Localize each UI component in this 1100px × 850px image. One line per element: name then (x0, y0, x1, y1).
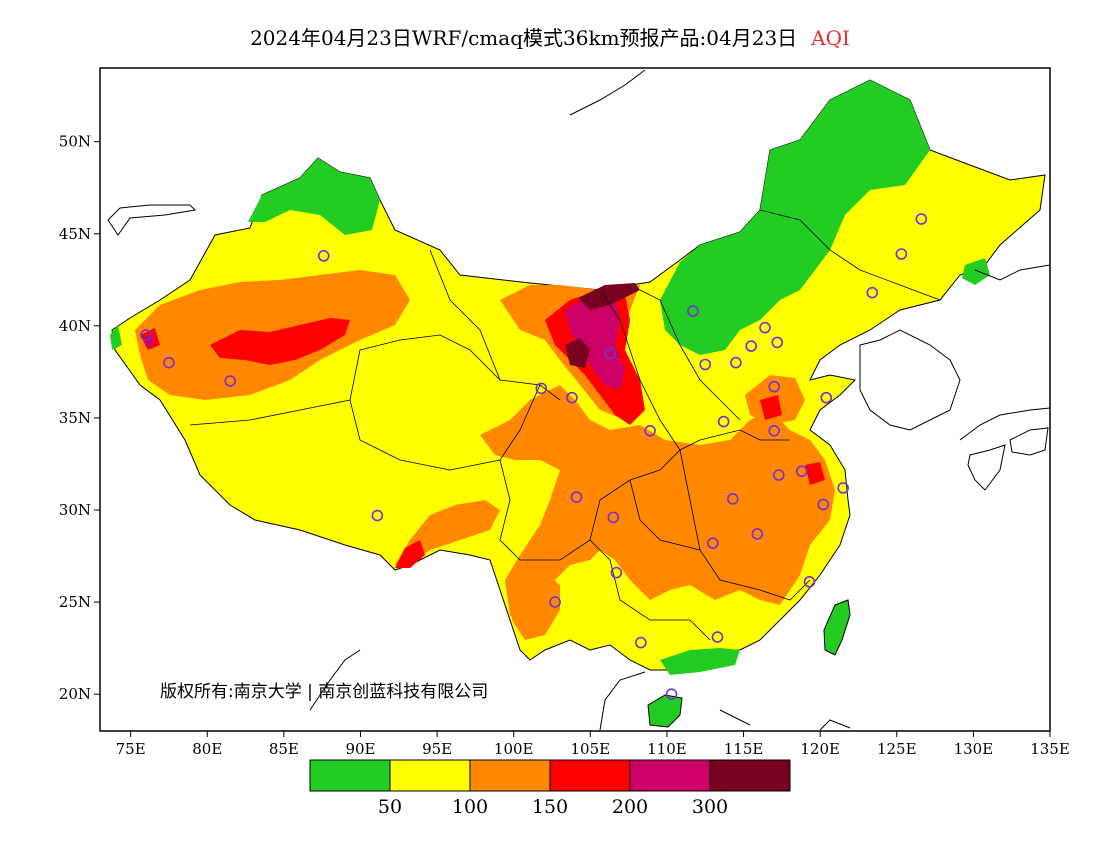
station-marker (665, 688, 678, 700)
lat-tick-label: 35N (59, 409, 91, 427)
aqi-red-hebei (760, 395, 782, 420)
aqi-green-west-tip (110, 325, 122, 350)
aqi-legend: 50 100 150 200 300 (309, 759, 791, 818)
aqi-orange-central (480, 385, 835, 635)
lat-tick-label: 50N (59, 133, 91, 151)
station-marker (803, 576, 816, 588)
station-marker (837, 482, 849, 494)
lat-tick-label: 45N (59, 225, 91, 243)
legend-label: 150 (532, 796, 568, 818)
neighbor-coastlines (107, 69, 1050, 731)
station-marker (795, 465, 808, 478)
station-marker (140, 329, 152, 341)
station-marker (644, 425, 656, 437)
legend-swatch (309, 759, 391, 792)
legend-swatch (709, 759, 791, 792)
station-marker (699, 358, 712, 371)
lat-tick-label: 40N (59, 317, 91, 335)
lon-tick-label: 80E (192, 740, 222, 758)
legend-label: 100 (452, 796, 488, 818)
lon-tick-label: 135E (1030, 740, 1070, 758)
lon-tick-label: 110E (647, 740, 687, 758)
station-marker (759, 321, 771, 334)
station-marker (535, 382, 548, 395)
aqi-orange-yunnan (512, 570, 560, 640)
station-marker (707, 537, 719, 549)
hainan-island (647, 694, 683, 728)
legend-label: 300 (692, 796, 728, 818)
station-marker (566, 391, 578, 404)
station-markers (140, 213, 928, 700)
station-marker (711, 631, 724, 643)
station-marker (604, 347, 617, 360)
map-title: 2024年04月23日WRF/cmaq模式36km预报产品:04月23日 AQI (0, 22, 1100, 51)
lon-tick-label: 130E (954, 740, 994, 758)
station-marker (371, 509, 384, 522)
legend-label: 200 (612, 796, 648, 818)
station-marker (727, 493, 739, 505)
station-marker (610, 566, 623, 579)
legend-swatch (629, 759, 711, 792)
station-marker (772, 469, 785, 481)
title-variable: AQI (811, 26, 850, 50)
lon-tick-label: 95E (422, 740, 452, 758)
station-marker (817, 498, 830, 511)
lon-tick-label: 105E (571, 740, 611, 758)
station-marker (687, 305, 699, 317)
aqi-green-xinjiang (248, 158, 380, 235)
aqi-magenta-kashgar (143, 334, 155, 347)
lat-tick-label: 25N (59, 593, 91, 611)
station-marker (730, 356, 742, 369)
station-marker (751, 528, 764, 540)
station-marker (768, 425, 780, 437)
legend-label: 50 (378, 796, 402, 818)
legend-swatch (549, 759, 631, 792)
station-marker (570, 491, 583, 503)
lat-tick-label: 30N (59, 501, 91, 519)
lon-tick-label: 120E (800, 740, 840, 758)
station-marker (717, 415, 730, 428)
station-marker (866, 286, 879, 299)
station-marker (745, 340, 758, 352)
lon-tick-label: 115E (724, 740, 764, 758)
latitude-axis: 20N 25N 30N 35N 40N 45N 50N (59, 133, 100, 703)
province-boundaries (189, 209, 941, 641)
station-marker (768, 380, 780, 393)
station-marker (224, 375, 237, 387)
map-frame (99, 67, 1051, 732)
map-layer (107, 69, 1050, 731)
station-marker (607, 511, 620, 524)
aqi-red-tarim (210, 318, 350, 365)
station-marker (163, 356, 175, 369)
title-main: 2024年04月23日WRF/cmaq模式36km预报产品:04月23日 (250, 26, 798, 50)
station-marker (895, 248, 908, 260)
lon-tick-label: 100E (494, 740, 534, 758)
aqi-green-northeast (660, 80, 930, 355)
copyright-text: 版权所有:南京大学 | 南京创蓝科技有限公司 (160, 682, 488, 702)
lon-tick-label: 125E (877, 740, 917, 758)
lat-tick-label: 20N (59, 685, 91, 703)
station-marker (635, 636, 647, 649)
aqi-magenta-desert (565, 295, 625, 390)
station-marker (549, 596, 561, 608)
longitude-axis: 75E 80E 85E 90E 95E 100E 105E 110E 115E 120E 125E 1… (116, 731, 1070, 758)
aqi-green-south (660, 648, 740, 675)
station-marker (820, 391, 833, 404)
aqi-green-east (962, 258, 990, 285)
station-marker (771, 336, 784, 349)
aqi-maroon-center (565, 338, 590, 368)
station-marker (915, 213, 928, 225)
aqi-maroon-core (578, 283, 640, 310)
legend-swatch (469, 759, 551, 792)
lon-tick-label: 85E (269, 740, 299, 758)
lon-tick-label: 75E (116, 740, 146, 758)
station-marker (317, 250, 330, 262)
taiwan-island (823, 599, 851, 656)
lon-tick-label: 90E (345, 740, 375, 758)
aqi-red-tibet (395, 540, 425, 568)
aqi-red-jiangsu (805, 462, 825, 485)
legend-swatch (389, 759, 471, 792)
